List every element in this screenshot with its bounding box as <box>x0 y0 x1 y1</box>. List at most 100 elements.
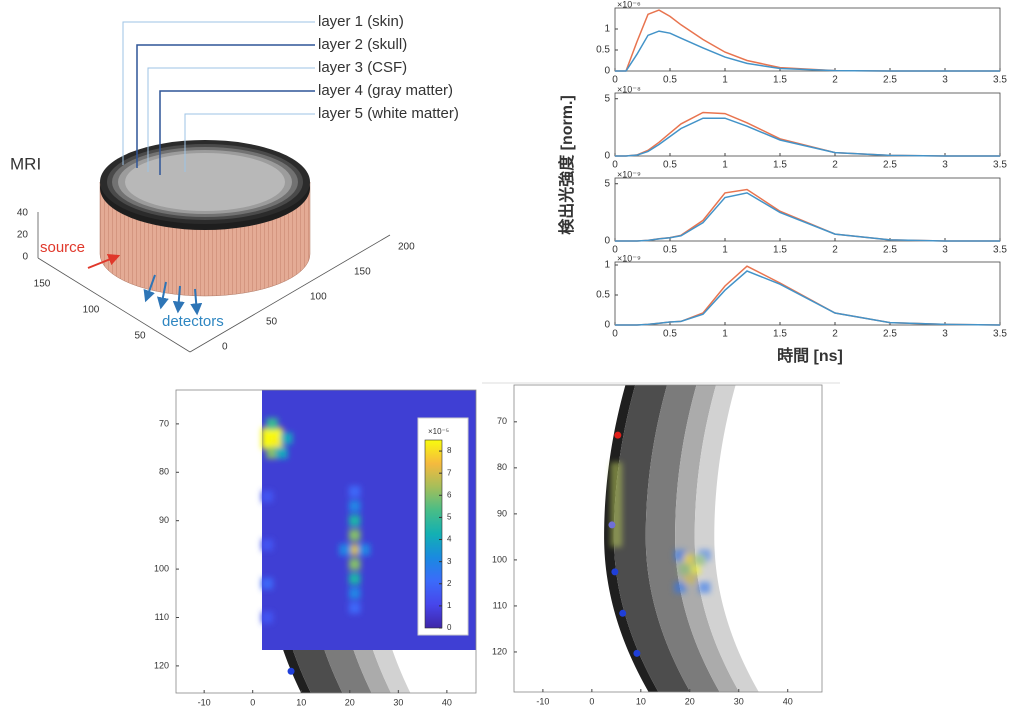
colorbar-exponent: ×10⁻⁵ <box>428 427 449 436</box>
y-tick-label: 70 <box>159 418 169 428</box>
anatomy-bands <box>604 385 759 692</box>
plot-frame <box>614 92 1001 157</box>
y-tick-label: 110 <box>493 600 507 610</box>
leader-line <box>122 21 315 165</box>
heat-cell <box>688 563 701 575</box>
line-series <box>615 188 1000 242</box>
leader-line <box>136 44 315 168</box>
axis3d-tick-label: 150 <box>354 267 371 278</box>
x-tick-label: 3 <box>942 329 948 340</box>
x-tick-label: 0.5 <box>663 329 677 340</box>
y-tick-label: 110 <box>155 612 169 622</box>
heat-cell <box>610 535 623 548</box>
heat-cell <box>276 447 288 459</box>
y-tick-label: 100 <box>492 554 507 564</box>
heat-cell <box>698 581 711 594</box>
heat-cell <box>266 447 278 459</box>
heat-cell <box>348 514 361 527</box>
x-tick-label: 1.5 <box>773 245 787 256</box>
anatomy-band <box>675 385 740 692</box>
heat-cells <box>261 418 371 624</box>
x-tick-label: 1 <box>722 75 728 86</box>
axes-3d <box>37 212 391 353</box>
heat-cell <box>679 563 691 575</box>
x-tick-label: 2 <box>832 329 838 340</box>
mri-label: MRI <box>10 154 41 173</box>
line-series <box>615 117 1000 157</box>
y-tick-label: 80 <box>497 462 507 472</box>
y-tick-label: 5 <box>604 178 610 189</box>
x-tick-label: 40 <box>783 696 793 706</box>
colorbar-tick-label: 7 <box>447 468 452 477</box>
heat-cell <box>610 480 623 492</box>
leader-line <box>159 90 315 175</box>
x-tick-label: 0.5 <box>663 75 677 86</box>
heat-cell <box>261 539 274 551</box>
heat-cell <box>271 427 283 440</box>
heat-cell <box>261 490 274 503</box>
x-tick-label: 1 <box>722 160 728 171</box>
anatomy-band <box>604 385 659 692</box>
heat-cell <box>348 587 361 600</box>
line-series <box>615 30 1000 72</box>
y-tick-label: 0.5 <box>596 45 610 56</box>
x-tick-label: 30 <box>734 696 744 706</box>
plot-frame <box>175 389 477 694</box>
x-tick-label: 0.5 <box>663 245 677 256</box>
x-tick-label: 0.5 <box>663 160 677 171</box>
x-tick-label: 1 <box>722 329 728 340</box>
heat-cell <box>348 529 361 542</box>
colorbar-tick-label: 1 <box>447 601 452 610</box>
x-tick-label: -10 <box>536 696 549 706</box>
x-tick-label: 1.5 <box>773 329 787 340</box>
plot-frame <box>614 261 1001 326</box>
x-tick-label: 2.5 <box>883 329 897 340</box>
heat-cell <box>610 526 623 538</box>
plot-frame <box>513 384 823 693</box>
source-arrow <box>87 253 121 269</box>
axis3d-tick-label: 0 <box>22 252 28 263</box>
heat-cell <box>674 549 686 561</box>
heat-cell <box>358 543 371 556</box>
heat-cell <box>693 554 706 566</box>
anatomy-band <box>645 385 720 692</box>
y-tick-label: 0 <box>604 320 610 331</box>
heat-cell <box>610 462 623 474</box>
x-tick-label: 3.5 <box>993 160 1007 171</box>
x-tick-label: 2 <box>832 75 838 86</box>
y-tick-label: 100 <box>154 563 169 573</box>
y-axis-label: 検出光強度 [norm.] <box>557 95 576 235</box>
y-tick-label: 90 <box>159 515 169 525</box>
anatomy-band <box>694 385 759 692</box>
heat-cell <box>280 432 293 445</box>
x-tick-label: -10 <box>198 697 211 707</box>
x-tick-label: 10 <box>296 697 306 707</box>
axis3d-tick-label: 50 <box>266 317 278 328</box>
x-tick-label: 0 <box>612 329 618 340</box>
heat-cell <box>348 602 361 614</box>
x-tick-label: 2.5 <box>883 160 897 171</box>
heat-cell <box>610 499 623 511</box>
y-exponent: ×10⁻⁶ <box>617 0 641 9</box>
heat-cell <box>261 577 274 590</box>
colorbar-tick-label: 3 <box>447 557 452 566</box>
x-tick-label: 3 <box>942 75 948 86</box>
plot-frame <box>614 7 1001 72</box>
line-series <box>615 9 1000 72</box>
cylinder <box>99 140 311 297</box>
axis3d-tick-label: 50 <box>134 331 146 342</box>
heat-cell <box>348 485 361 498</box>
x-tick-label: 2.5 <box>883 245 897 256</box>
layer-label: layer 4 (gray matter) <box>318 82 453 99</box>
heat-cell <box>261 611 274 624</box>
y-tick-label: 0 <box>604 66 610 77</box>
axis3d-tick-label: 100 <box>310 292 327 303</box>
y-tick-label: 0 <box>604 151 610 162</box>
y-tick-label: 120 <box>492 646 507 656</box>
heat-cell <box>348 500 361 512</box>
x-tick-label: 3.5 <box>993 75 1007 86</box>
x-tick-label: 0 <box>589 696 594 706</box>
heat-cell <box>348 558 361 571</box>
y-tick-label: 1 <box>604 24 610 35</box>
layer-label: layer 3 (CSF) <box>318 59 407 76</box>
